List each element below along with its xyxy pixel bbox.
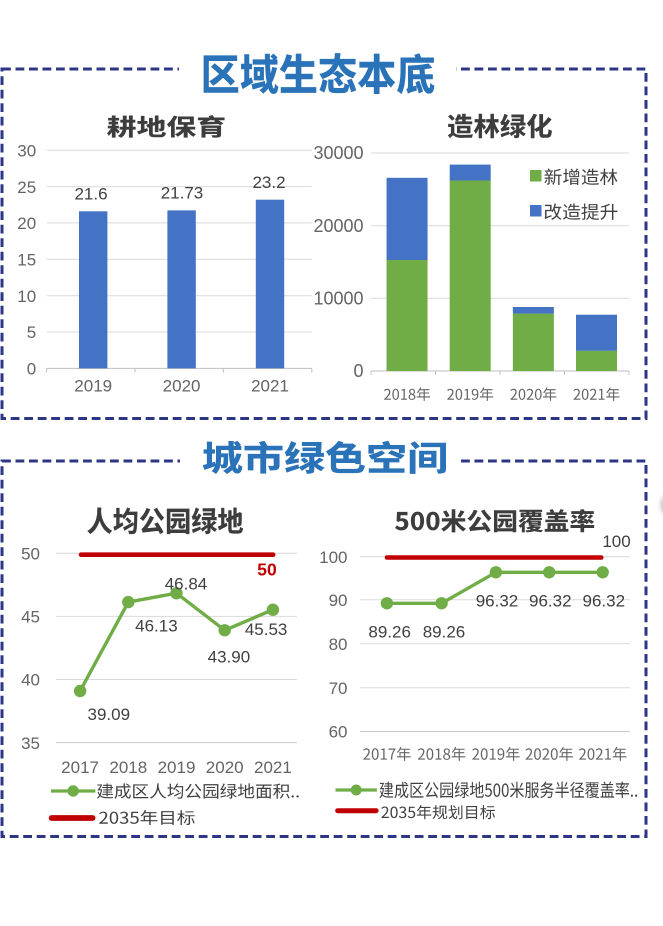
svg-text:30000: 30000 xyxy=(313,143,363,163)
svg-text:15: 15 xyxy=(17,251,36,270)
svg-text:89.26: 89.26 xyxy=(368,623,411,642)
svg-text:45.53: 45.53 xyxy=(245,620,288,639)
svg-text:0: 0 xyxy=(27,360,36,379)
svg-text:96.32: 96.32 xyxy=(583,591,626,610)
svg-text:39.09: 39.09 xyxy=(88,705,131,724)
svg-text:46.84: 46.84 xyxy=(165,575,208,594)
svg-text:2018: 2018 xyxy=(109,758,147,777)
svg-text:2021: 2021 xyxy=(251,377,289,396)
svg-text:10: 10 xyxy=(17,287,36,306)
svg-text:0: 0 xyxy=(353,361,363,381)
svg-text:96.32: 96.32 xyxy=(529,591,572,610)
svg-text:100: 100 xyxy=(319,548,347,567)
svg-text:20000: 20000 xyxy=(313,216,363,236)
svg-text:45: 45 xyxy=(21,608,40,627)
svg-text:25: 25 xyxy=(17,178,36,197)
svg-text:23.2: 23.2 xyxy=(252,173,285,192)
svg-text:2019: 2019 xyxy=(74,377,112,396)
svg-text:2021: 2021 xyxy=(254,758,292,777)
svg-text:70: 70 xyxy=(329,679,348,698)
svg-text:46.13: 46.13 xyxy=(135,617,178,636)
svg-text:21.6: 21.6 xyxy=(74,185,107,204)
svg-text:2020: 2020 xyxy=(163,377,201,396)
svg-text:96.32: 96.32 xyxy=(476,591,519,610)
svg-text:80: 80 xyxy=(329,635,348,654)
svg-text:2017: 2017 xyxy=(61,758,99,777)
svg-text:90: 90 xyxy=(329,591,348,610)
svg-text:40: 40 xyxy=(21,671,40,690)
svg-text:50: 50 xyxy=(21,545,40,564)
svg-text:100: 100 xyxy=(602,532,630,551)
svg-text:21.73: 21.73 xyxy=(161,184,204,203)
svg-text:30: 30 xyxy=(17,141,36,160)
svg-text:2019: 2019 xyxy=(158,758,196,777)
svg-text:89.26: 89.26 xyxy=(423,623,466,642)
svg-text:43.90: 43.90 xyxy=(208,648,251,667)
svg-text:60: 60 xyxy=(329,723,348,742)
svg-text:20: 20 xyxy=(17,214,36,233)
svg-text:5: 5 xyxy=(27,323,36,342)
svg-text:50: 50 xyxy=(257,560,277,580)
svg-text:2020: 2020 xyxy=(206,758,244,777)
svg-text:10000: 10000 xyxy=(313,289,363,309)
svg-text:35: 35 xyxy=(21,734,40,753)
